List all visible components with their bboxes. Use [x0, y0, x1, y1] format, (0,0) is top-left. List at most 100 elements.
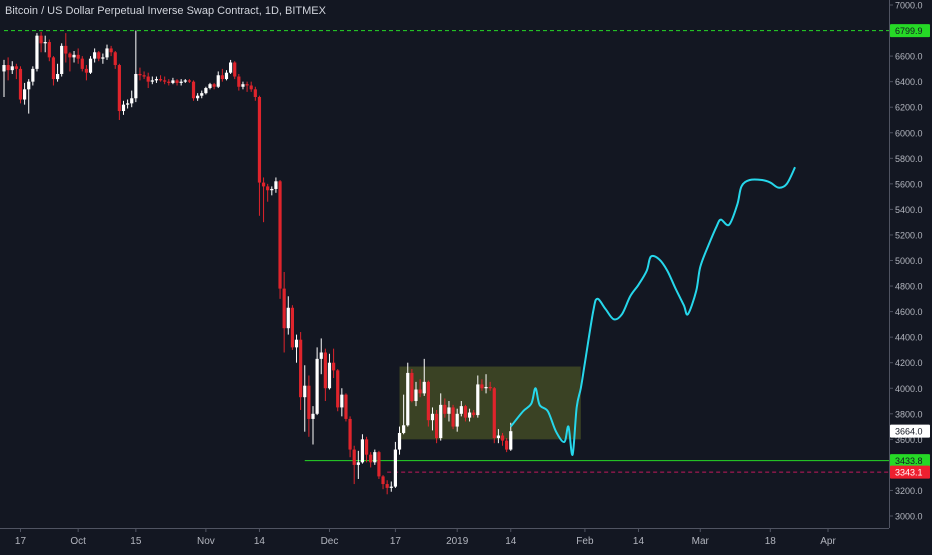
candle-body[interactable] — [118, 65, 121, 111]
candle-body[interactable] — [328, 363, 331, 389]
candle-body[interactable] — [377, 452, 380, 476]
candle-body[interactable] — [192, 82, 195, 99]
candle-body[interactable] — [204, 88, 207, 93]
candle-body[interactable] — [447, 407, 450, 413]
candle-body[interactable] — [81, 59, 84, 69]
candle-body[interactable] — [340, 395, 343, 408]
candle-body[interactable] — [402, 425, 405, 433]
candle-body[interactable] — [456, 414, 459, 427]
candle-body[interactable] — [464, 406, 467, 417]
candle-body[interactable] — [114, 52, 117, 65]
candle-body[interactable] — [2, 65, 5, 71]
candle-body[interactable] — [497, 436, 500, 439]
candle-body[interactable] — [270, 189, 273, 190]
candle-body[interactable] — [505, 441, 508, 450]
candle-body[interactable] — [27, 82, 30, 90]
candle-body[interactable] — [353, 450, 356, 465]
candle-body[interactable] — [398, 433, 401, 450]
candle-body[interactable] — [324, 352, 327, 388]
candle-body[interactable] — [180, 82, 183, 83]
candle-body[interactable] — [439, 405, 442, 438]
candle-body[interactable] — [196, 96, 199, 99]
candle-body[interactable] — [147, 77, 150, 82]
candle-body[interactable] — [303, 386, 306, 397]
candle-body[interactable] — [35, 36, 38, 69]
candle-body[interactable] — [60, 46, 63, 74]
candle-body[interactable] — [126, 103, 129, 104]
candle-body[interactable] — [64, 46, 67, 54]
candle-body[interactable] — [171, 80, 174, 83]
candle-body[interactable] — [480, 384, 483, 388]
candle-body[interactable] — [460, 406, 463, 414]
candle-body[interactable] — [311, 414, 314, 419]
candle-body[interactable] — [110, 48, 113, 52]
candle-body[interactable] — [472, 413, 475, 416]
candle-body[interactable] — [381, 476, 384, 484]
candle-body[interactable] — [451, 407, 454, 426]
candle-body[interactable] — [68, 54, 71, 58]
candle-body[interactable] — [221, 75, 224, 79]
candle-body[interactable] — [365, 439, 368, 454]
candle-body[interactable] — [493, 388, 496, 438]
candle-body[interactable] — [15, 66, 18, 69]
candle-body[interactable] — [357, 462, 360, 465]
candle-body[interactable] — [468, 413, 471, 418]
candle-body[interactable] — [85, 69, 88, 73]
candle-body[interactable] — [105, 48, 108, 57]
candle-body[interactable] — [419, 390, 422, 394]
candle-body[interactable] — [229, 62, 232, 72]
candle-body[interactable] — [225, 73, 228, 79]
candle-body[interactable] — [250, 85, 253, 89]
candle-body[interactable] — [361, 439, 364, 462]
candle-body[interactable] — [134, 74, 137, 98]
candle-body[interactable] — [245, 84, 248, 85]
candle-body[interactable] — [336, 370, 339, 407]
candle-body[interactable] — [101, 57, 104, 58]
candle-body[interactable] — [295, 340, 298, 348]
candle-body[interactable] — [213, 84, 216, 87]
candle-body[interactable] — [423, 382, 426, 393]
candle-body[interactable] — [233, 62, 236, 76]
candle-body[interactable] — [307, 386, 310, 419]
candle-body[interactable] — [138, 74, 141, 75]
candle-body[interactable] — [97, 52, 100, 58]
candle-body[interactable] — [299, 340, 302, 397]
candle-body[interactable] — [287, 308, 290, 328]
candle-body[interactable] — [39, 36, 42, 44]
candle-body[interactable] — [93, 52, 96, 58]
candle-body[interactable] — [476, 384, 479, 415]
candle-body[interactable] — [23, 89, 26, 99]
candle-body[interactable] — [72, 55, 75, 58]
candle-body[interactable] — [188, 80, 191, 81]
candle-body[interactable] — [278, 181, 281, 288]
candle-body[interactable] — [262, 183, 265, 187]
candle-body[interactable] — [208, 84, 211, 88]
candle-body[interactable] — [332, 363, 335, 371]
candle-body[interactable] — [443, 405, 446, 414]
candle-body[interactable] — [390, 487, 393, 488]
candle-body[interactable] — [431, 414, 434, 420]
candle-body[interactable] — [11, 66, 14, 70]
candle-body[interactable] — [130, 98, 133, 103]
candle-body[interactable] — [258, 97, 261, 183]
candle-body[interactable] — [410, 373, 413, 401]
candle-body[interactable] — [151, 80, 154, 81]
candle-body[interactable] — [200, 93, 203, 96]
candle-body[interactable] — [344, 395, 347, 419]
candle-body[interactable] — [44, 42, 47, 43]
candle-body[interactable] — [414, 390, 417, 401]
candle-body[interactable] — [373, 452, 376, 462]
candle-body[interactable] — [184, 80, 187, 81]
candle-body[interactable] — [320, 352, 323, 358]
candle-body[interactable] — [501, 436, 504, 441]
candle-body[interactable] — [283, 289, 286, 329]
candle-body[interactable] — [163, 80, 166, 81]
candle-body[interactable] — [237, 77, 240, 87]
candle-body[interactable] — [266, 186, 269, 190]
candle-body[interactable] — [19, 69, 22, 100]
candle-body[interactable] — [52, 57, 55, 79]
candle-body[interactable] — [175, 80, 178, 83]
candle-body[interactable] — [217, 75, 220, 86]
candle-body[interactable] — [31, 69, 34, 82]
